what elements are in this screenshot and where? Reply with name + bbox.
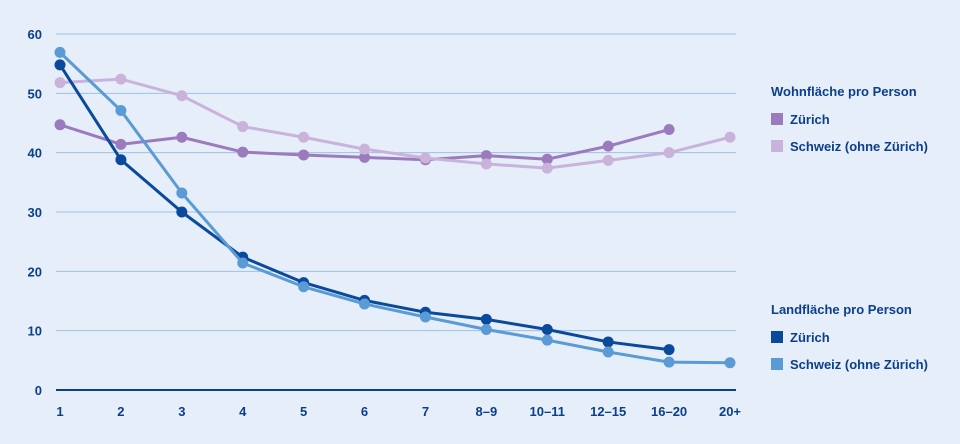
data-point: [480, 158, 492, 170]
axes: 0 10 20 30 40 50 60 1 2 3 4 5 6 7 8–9 10–11 12–15 16–20 20…: [28, 27, 742, 419]
data-point: [359, 143, 371, 155]
data-point: [480, 150, 492, 162]
data-point: [663, 356, 675, 368]
legend-swatch: [771, 331, 783, 343]
series-line: [59, 77, 731, 170]
data-point: [298, 149, 310, 161]
data-point: [176, 131, 188, 143]
series-0: [54, 119, 675, 166]
y-tick-label: 10: [28, 324, 42, 339]
series-1: [54, 73, 736, 174]
data-point: [480, 313, 492, 325]
series-3: [54, 46, 736, 369]
x-tick-label: 16–20: [651, 404, 687, 419]
data-point: [602, 140, 614, 152]
data-point: [541, 153, 553, 165]
legend-group-title: Landfläche pro Person: [771, 302, 912, 317]
data-point: [115, 73, 127, 85]
legend-label: Zürich: [790, 112, 830, 127]
x-tick-label: 4: [239, 404, 247, 419]
data-point: [54, 46, 66, 58]
x-tick-label: 3: [178, 404, 185, 419]
x-tick-label: 1: [56, 404, 63, 419]
legend-group-title: Wohnfläche pro Person: [771, 84, 917, 99]
data-point: [602, 346, 614, 358]
x-tick-label: 7: [422, 404, 429, 419]
data-point: [541, 334, 553, 346]
y-tick-label: 60: [28, 27, 42, 42]
series: [54, 46, 736, 369]
legend-swatch: [771, 113, 783, 125]
x-tick-label: 6: [361, 404, 368, 419]
legend: Wohnfläche pro Person Zürich Schweiz (ohne…: [771, 84, 928, 372]
data-point: [724, 357, 736, 369]
legend-swatch: [771, 140, 783, 152]
y-tick-label: 40: [28, 146, 42, 161]
x-tick-label: 8–9: [476, 404, 498, 419]
data-point: [419, 311, 431, 323]
x-tick-label: 5: [300, 404, 307, 419]
data-point: [541, 323, 553, 335]
data-point: [115, 105, 127, 117]
data-point: [602, 154, 614, 166]
series-2: [54, 59, 675, 356]
legend-swatch: [771, 358, 783, 370]
x-tick-label: 20+: [719, 404, 741, 419]
legend-label: Zürich: [790, 330, 830, 345]
data-point: [419, 152, 431, 164]
data-point: [237, 257, 249, 269]
x-tick-label: 2: [117, 404, 124, 419]
data-point: [176, 187, 188, 199]
data-point: [724, 131, 736, 143]
x-tick-label: 12–15: [590, 404, 626, 419]
data-point: [602, 336, 614, 348]
data-point: [480, 323, 492, 335]
data-point: [359, 298, 371, 310]
data-point: [54, 77, 66, 89]
y-tick-label: 0: [35, 383, 42, 398]
data-point: [298, 131, 310, 143]
data-point: [663, 147, 675, 159]
y-tick-label: 30: [28, 205, 42, 220]
data-point: [176, 90, 188, 102]
data-point: [541, 162, 553, 174]
series-line: [58, 51, 731, 365]
data-point: [115, 154, 127, 166]
data-point: [54, 59, 66, 71]
y-tick-label: 20: [28, 264, 42, 279]
data-point: [237, 121, 249, 133]
data-point: [237, 146, 249, 158]
x-tick-label: 10–11: [530, 404, 565, 419]
data-point: [115, 138, 127, 150]
data-point: [359, 151, 371, 163]
gridlines: [56, 33, 736, 332]
legend-label: Schweiz (ohne Zürich): [790, 357, 928, 372]
data-point: [663, 344, 675, 356]
data-point: [176, 206, 188, 218]
y-tick-label: 50: [28, 86, 42, 101]
legend-label: Schweiz (ohne Zürich): [790, 139, 928, 154]
data-point: [298, 281, 310, 293]
data-point: [54, 119, 66, 131]
data-point: [663, 124, 675, 136]
